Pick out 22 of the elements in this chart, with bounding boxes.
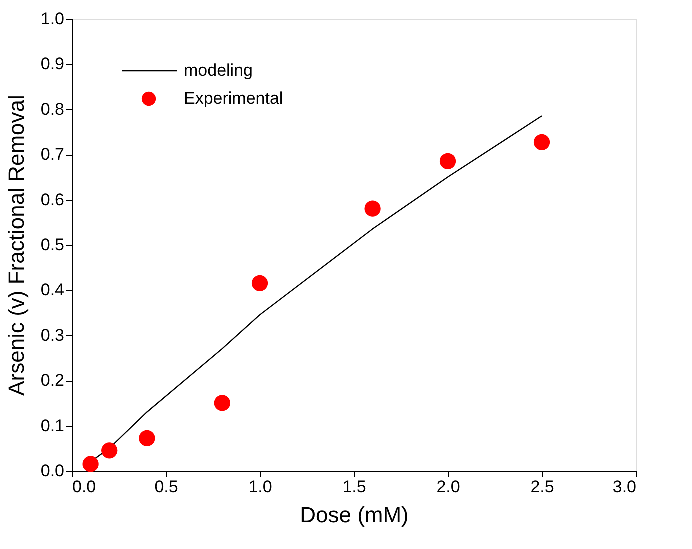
y-tick-label: 0.7 [40, 145, 64, 164]
y-axis-title: Arsenic (v) Fractional Removal [4, 95, 29, 396]
y-tick-label: 0.0 [40, 462, 64, 480]
y-tick-label: 0.4 [40, 280, 64, 300]
x-tick-label: 1.0 [248, 478, 272, 496]
y-tick-label: 0.2 [40, 371, 64, 390]
legend-label: Experimental [184, 89, 284, 108]
y-tick-label: 0.8 [40, 100, 64, 119]
legend-label: modeling [184, 61, 253, 80]
x-tick-label: 0.0 [72, 478, 96, 496]
y-tick-label: 1.0 [40, 10, 64, 28]
x-tick-label: 1.5 [342, 478, 366, 496]
x-tick-label: 0.5 [154, 478, 178, 496]
y-tick-label: 0.5 [40, 236, 64, 254]
x-tick-label: 2.0 [436, 478, 460, 496]
x-axis-title: Dose (mM) [300, 502, 409, 528]
x-tick-label: 2.5 [530, 478, 554, 496]
y-tick-label: 0.3 [40, 326, 64, 345]
x-tick-label: 3.0 [612, 478, 636, 496]
y-tick-label: 0.1 [40, 416, 64, 436]
y-tick-label: 0.6 [40, 190, 64, 210]
y-tick-label: 0.9 [40, 54, 64, 74]
